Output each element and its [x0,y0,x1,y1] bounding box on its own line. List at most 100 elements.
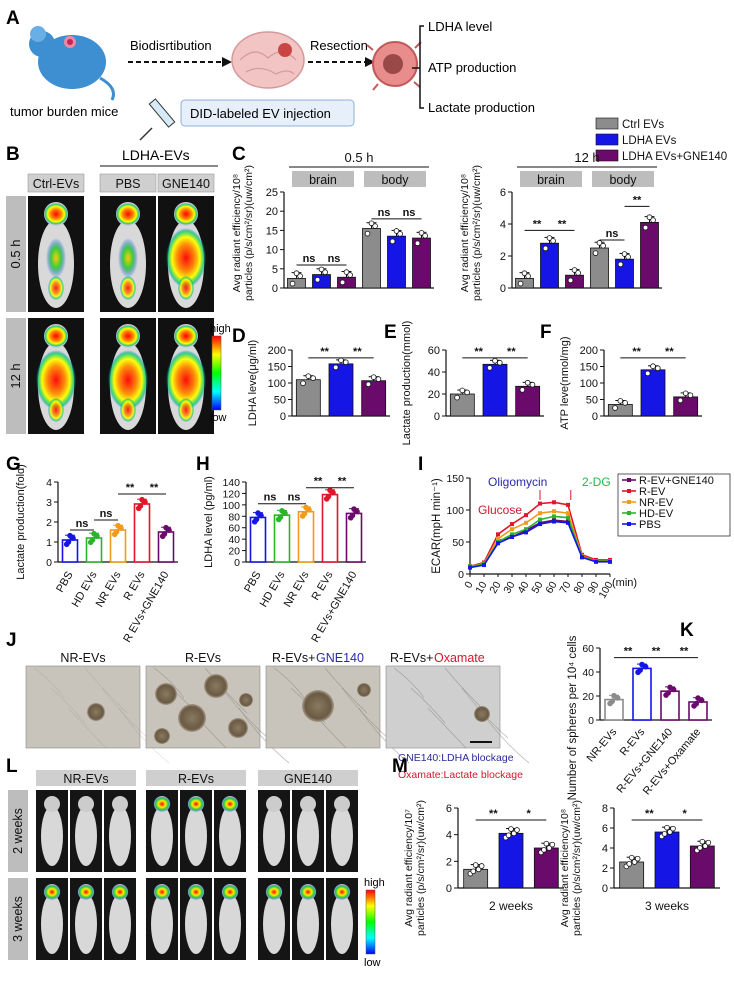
legend-c-label-1: LDHA EVs [622,135,677,147]
panel-g-point-1-3 [89,537,96,543]
panel-m-2-weeks-point-2-5 [549,841,556,848]
panel-m-2-weeks-point-1-3 [505,832,512,839]
panel-c-12h-point-5-2 [650,217,656,223]
panel-c-0.5h-ytick-label-3: 15 [266,225,278,237]
panel-g-bar-3 [133,503,151,563]
panel-j-sphere-1-3 [228,718,248,738]
panel-c-0.5h-point-4-2 [397,231,403,237]
panel-c-0.5h-bar-5 [412,237,431,289]
panel-l-group-box-0 [36,770,136,786]
panel-c-0.5h-point-5-0 [414,240,421,247]
panel-c-0.5h-sig-label-0: ns [303,253,316,265]
panel-m-2-weeks-ytick-label-3: 6 [446,803,452,815]
panel-h-point-2-2 [306,506,312,513]
panel-i-ylabel: ECAR(mpH min⁻¹) [431,478,443,574]
panel-m-3-weeks-point-0-5 [634,855,641,862]
panel-b-head-signal-1-2 [174,325,198,347]
injection-box [180,99,355,127]
panel-b-scale-high: high [210,323,231,335]
panel-b-col-box-1 [99,173,157,193]
panel-j-fibre-0-0 [33,667,65,699]
panel-c-0.5h-point-4-0 [389,238,396,245]
panel-l-signal-0-1-0 [153,796,171,812]
panel-c-0.5h-ytick-label-0: 0 [272,283,278,295]
outcome-atp: ATP production [428,60,516,75]
panel-b-body-signal-0-0 [46,238,66,278]
panel-m-2-weeks-point-0-1 [472,862,479,868]
panel-k-point-2-2 [670,686,677,693]
panel-label-f: F [540,322,552,343]
panel-h-bar-2 [297,510,315,563]
panel-e-ytick-label-0: 0 [434,411,440,423]
panel-j-note-blue: GNE140:LDHA blockage [398,752,514,764]
panel-h-sig-label-1: ns [288,492,301,504]
panel-b-body-signal-1-1 [108,350,148,410]
panel-l-signal-0-1-1 [187,796,205,812]
panel-l-images: NR-EVs R-EVs GNE140 2 weeks 3 weeks [8,770,358,960]
panel-j-fibre-3-1 [410,687,446,724]
panel-i-xtick-label-9: 90 [585,579,601,595]
panel-b-lower-signal-1-0 [48,398,64,422]
panel-k-bar-1 [632,667,652,721]
panel-j-title-0: NR-EVs [60,651,105,665]
panel-c-0.5h-point-1-2 [322,269,328,276]
panel-m-3-weeks-point-2-5 [705,839,712,846]
panel-i-legend-marker-0 [627,478,631,482]
panel-m-3-weeks-sig-label-1: * [683,808,688,820]
panel-e-point-0-0 [454,394,460,401]
panel-l-mouse-body-1-1-1 [185,894,207,954]
panel-a: A tumor burden mice Biodisrtibution Rese… [6,8,535,141]
panel-c-12h-region-box-0 [520,171,582,187]
panel-m-2-weeks-point-0-5 [478,863,485,869]
panel-m-3-weeks-ylabel-1: Avg radiant efficiency/10⁸ [559,809,571,927]
panel-c-0.5h-time-label: 0.5 h [345,150,374,165]
panel-f-point-2-2 [687,392,694,399]
panel-k-point-1-2 [642,663,649,670]
panel-b-lower-signal-0-0 [48,276,64,300]
panel-i-point-1-2 [496,532,500,537]
panel-b-col-box-0 [27,173,85,193]
panel-l-group-label-1: R-EVs [178,772,214,786]
panel-j-sphere-1-1 [204,674,228,698]
panel-m-2-weeks-sig-label-0: ** [489,808,498,820]
panel-j-images: NR-EVs R-EVs R-EVs+ GNE140 R-EVs+ Oxamate [25,651,530,764]
panel-i-annot-glucose: Glucose [478,503,522,517]
panel-m-chart-3-weeks: Avg radiant efficiency/10⁸ particles (p/s… [559,800,720,936]
panel-c-0.5h-bar-3 [362,228,381,289]
panel-c-12h-ytick-label-1: 2 [500,251,506,263]
panel-label-h: H [196,454,210,475]
panel-j-fibre-0-2 [67,707,107,749]
panel-j-fibre-1-0 [153,667,185,699]
mouse-label: tumor burden mice [10,104,118,119]
panel-d-bar-1 [328,363,354,417]
panel-m-3-weeks-bar-0 [619,861,645,889]
panel-i-point-2-4 [524,520,528,525]
panel-f-point-0-1 [617,398,624,404]
panel-e-sig-label-1: ** [507,346,516,358]
panel-b-scalebar [211,335,222,411]
panel-m-3-weeks-ytick-label-3: 6 [602,823,608,835]
panel-l-mouse-body-0-2-2 [331,806,353,866]
panel-m-chart-2-weeks: Avg radiant efficiency/10⁷ particles (p/s… [403,800,564,936]
panel-i-point-4-9 [594,559,598,564]
panel-m-3-weeks-point-0-1 [628,854,635,861]
panel-h-sig-label-2: ** [314,476,323,488]
panel-l-group-label-2: GNE140 [284,772,332,786]
panel-m-2-weeks-bar-2 [533,847,559,889]
panel-j-sphere-3-0 [474,706,490,722]
panel-c-12h-ytick-label-3: 6 [500,187,506,199]
panel-d-ytick-label-2: 100 [268,378,286,390]
panel-f-ytick-label-2: 100 [580,378,598,390]
panel-h-chart: LDHA level (pg/ml) 020406080100120140PBSH… [203,476,366,645]
panel-b-row-box-1 [6,318,26,434]
panel-g-ytick-label-4: 4 [46,477,52,489]
panel-c-0.5h-point-1-1 [318,266,325,273]
panel-i-xtick-label-2: 20 [487,579,503,595]
outcome-ldha: LDHA level [428,19,492,34]
panel-h-sig-label-3: ** [338,476,347,488]
panel-g-point-0-3 [65,539,72,545]
panel-i-ytick-label-0: 0 [458,569,464,581]
panel-h-ytick-label-1: 20 [228,546,240,558]
panel-l-group-box-1 [146,770,246,786]
panel-m-3-weeks-point-2-1 [699,838,706,845]
